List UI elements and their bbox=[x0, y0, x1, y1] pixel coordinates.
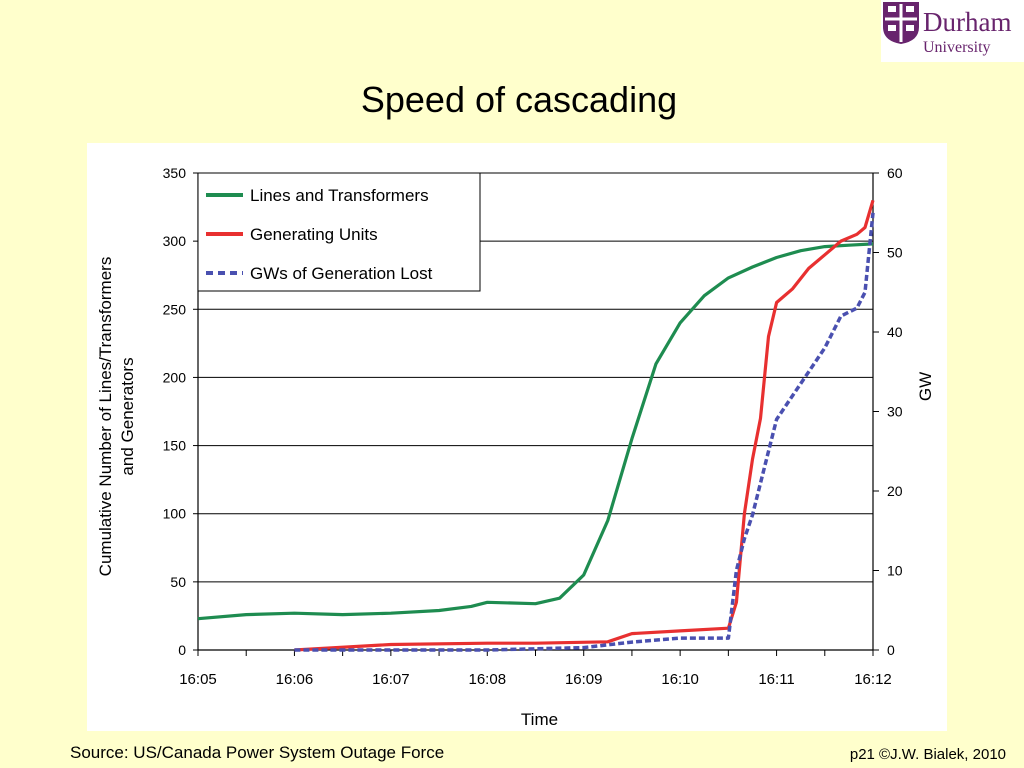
legend-label: Generating Units bbox=[250, 225, 378, 244]
page-note: p21 ©J.W. Bialek, 2010 bbox=[849, 746, 1006, 763]
y-left-tick-label: 250 bbox=[163, 301, 187, 317]
cascade-chart: 0 50 100 150 200 250 300 350 0 10 20 30 40 50 60 16:05 1… bbox=[96, 165, 935, 729]
series-line-generating-units bbox=[294, 199, 875, 652]
university-logo: Durham University bbox=[881, 0, 1024, 62]
legend-label: GWs of Generation Lost bbox=[250, 264, 433, 283]
y-left-tick-label: 200 bbox=[163, 369, 187, 385]
chart-panel: 0 50 100 150 200 250 300 350 0 10 20 30 40 50 60 16:05 1… bbox=[87, 143, 947, 731]
x-tick-label: 16:08 bbox=[469, 671, 507, 688]
y-right-tick-label: 10 bbox=[887, 563, 903, 579]
logo-subtitle: University bbox=[923, 39, 991, 56]
y-left-tick-label: 0 bbox=[178, 642, 186, 658]
x-tick-label: 16:10 bbox=[661, 671, 699, 688]
y-left-axis-label: Cumulative Number of Lines/Transformers a… bbox=[96, 257, 137, 577]
x-tick-label: 16:06 bbox=[276, 671, 314, 688]
y-left-tick-label: 100 bbox=[163, 506, 187, 522]
y-right-tick-label: 60 bbox=[887, 165, 903, 181]
y-left-tick-label: 150 bbox=[163, 438, 187, 454]
series-line-gws-of-generation-lost bbox=[294, 212, 875, 652]
legend-box bbox=[197, 172, 481, 292]
durham-crest-icon bbox=[883, 2, 919, 44]
x-axis-label: Time bbox=[521, 710, 558, 729]
y-right-tick-label: 30 bbox=[887, 404, 903, 420]
logo-name: Durham bbox=[923, 7, 1012, 37]
y-left-tick-label: 50 bbox=[170, 574, 186, 590]
series-line-lines-and-transformers bbox=[197, 242, 874, 621]
y-left-tick-label: 350 bbox=[163, 165, 187, 181]
slide-title: Speed of cascading bbox=[360, 79, 678, 120]
y-left-tick-label: 300 bbox=[163, 233, 187, 249]
x-tick-label: 16:07 bbox=[372, 671, 410, 688]
y-right-tick-label: 50 bbox=[887, 245, 903, 261]
x-tick-label: 16:11 bbox=[758, 671, 794, 688]
y-right-tick-label: 40 bbox=[887, 324, 903, 340]
legend-label: Lines and Transformers bbox=[250, 186, 429, 205]
x-tick-label: 16:09 bbox=[565, 671, 603, 688]
y-right-axis-label: GW bbox=[916, 372, 935, 401]
x-tick-label: 16:12 bbox=[854, 671, 892, 688]
source-note: Source: US/Canada Power System Outage Fo… bbox=[70, 743, 445, 762]
y-right-tick-label: 20 bbox=[887, 483, 903, 499]
y-right-tick-label: 0 bbox=[887, 642, 895, 658]
x-tick-label: 16:05 bbox=[179, 671, 217, 688]
